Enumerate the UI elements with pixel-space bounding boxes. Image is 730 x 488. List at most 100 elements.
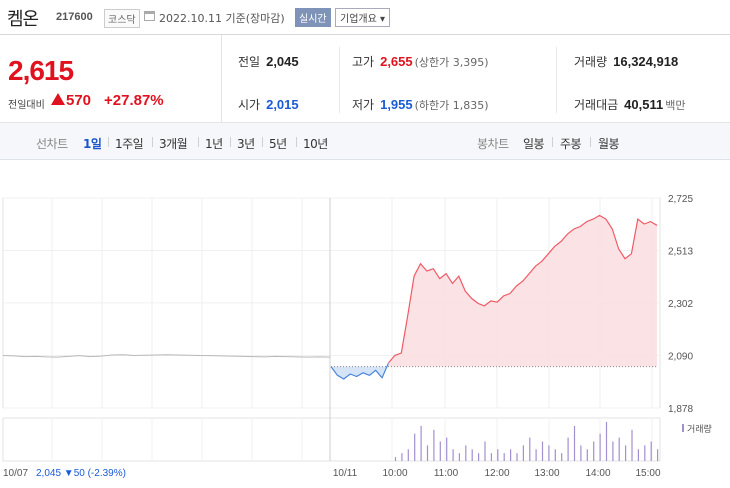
down-line — [330, 362, 390, 380]
candle-tab-week[interactable]: 주봉 — [560, 137, 582, 151]
y-tick-label: 2,302 — [668, 299, 693, 310]
volume-bar — [503, 453, 505, 461]
low-value: 1,955 — [380, 97, 413, 112]
realtime-button[interactable]: 실시간 — [295, 8, 331, 27]
up-line — [388, 214, 658, 364]
volume-bar — [618, 437, 620, 461]
high-stat: 고가 2,655 (상한가 3,395) — [352, 53, 489, 70]
tab-separator — [108, 137, 109, 147]
volume-bar — [465, 445, 467, 461]
period-tab-3m[interactable]: 3개월 — [159, 137, 188, 151]
volume-bar — [541, 441, 544, 461]
volume-bar — [420, 425, 422, 461]
candle-tab-month[interactable]: 월봉 — [598, 137, 620, 151]
basis-text: 기준(장마감) — [225, 12, 285, 25]
candle-tab-day[interactable]: 일봉 — [523, 137, 545, 151]
volume-bar — [407, 449, 409, 461]
volume-bar — [471, 449, 473, 461]
volume-frame — [2, 417, 661, 462]
price-chart[interactable]: 2,725 2,513 2,302 2,090 1,878 거래량 10:00 11:00 12… — [0, 160, 730, 488]
candle-chart-label: 봉차트 — [477, 137, 509, 151]
volume-label: 거래량 — [574, 55, 608, 69]
x-tick-label: 12:00 — [484, 468, 509, 479]
volume-bar — [394, 457, 397, 461]
tab-separator — [590, 137, 591, 147]
volume-bar — [650, 441, 652, 461]
current-price: 2,615 — [8, 55, 74, 86]
x-tick-label: 11:00 — [434, 468, 459, 479]
prev-close-label: 전일 — [238, 55, 261, 69]
market-badge: 코스닥 — [104, 9, 140, 28]
price-panel: 2,615 전일대비 570 +27.87% — [0, 35, 222, 123]
volume-bar — [625, 445, 627, 461]
volume-value: 16,324,918 — [613, 54, 679, 69]
volume-bar — [484, 441, 486, 461]
volume-bar — [561, 453, 563, 461]
axis-labels: 2,725 2,513 2,302 2,090 1,878 거래량 10:00 11:00 12… — [3, 194, 712, 479]
volume-bar — [567, 437, 569, 461]
period-tab-1d[interactable]: 1일 — [83, 137, 102, 151]
volume-bar — [478, 453, 480, 461]
divider — [556, 47, 557, 113]
volume-legend-label: 거래량 — [687, 423, 712, 435]
down-area — [331, 362, 389, 379]
volume-bar — [433, 429, 435, 461]
stock-header: 켐온 217600 코스닥 2022.10.11 기준(장마감) 실시간 기업개… — [0, 0, 730, 34]
volume-bar — [631, 429, 633, 461]
volume-bar — [637, 449, 639, 461]
change-label: 전일대비 — [8, 100, 45, 111]
upper-limit: (상한가 3,395) — [414, 56, 489, 69]
volume-bar — [644, 445, 646, 461]
stock-code: 217600 — [56, 11, 93, 23]
volume-bar — [446, 437, 448, 461]
volume-bar — [414, 433, 416, 461]
volume-bar — [612, 441, 614, 461]
calendar-icon — [144, 11, 155, 21]
high-label: 고가 — [352, 55, 375, 69]
volume-bar — [573, 425, 576, 461]
period-tab-3y[interactable]: 3년 — [237, 137, 255, 151]
line-chart-label: 선차트 — [36, 137, 68, 151]
tab-separator — [296, 137, 297, 147]
volume-bar — [548, 445, 550, 461]
volume-bar — [580, 445, 582, 461]
open-stat: 시가 2,015 — [238, 96, 299, 113]
tab-separator — [198, 137, 199, 147]
open-label: 시가 — [238, 98, 261, 112]
volume-bar — [439, 441, 441, 461]
volume-bar — [586, 449, 588, 461]
up-area — [388, 215, 657, 367]
change-percent: +27.87% — [104, 92, 164, 109]
period-tab-5y[interactable]: 5년 — [269, 137, 287, 151]
trade-value-stat: 거래대금 40,511 백만 — [574, 96, 685, 113]
prev-day-line — [2, 354, 331, 358]
volume-bar — [497, 449, 499, 461]
change-value: 570 — [66, 92, 92, 109]
tab-separator — [552, 137, 553, 147]
volume-bars — [394, 422, 659, 461]
volume-bar — [490, 453, 492, 461]
stock-name: 켐온 — [7, 9, 39, 30]
trade-value-label: 거래대금 — [574, 98, 619, 112]
tab-separator — [262, 137, 263, 147]
y-tick-label: 1,878 — [668, 404, 693, 415]
x-tick-label: 13:00 — [534, 468, 559, 479]
tab-separator — [152, 137, 153, 147]
volume-bar — [599, 433, 601, 461]
prev-close-stat: 전일 2,045 — [238, 53, 299, 70]
volume-bar — [510, 449, 512, 461]
basis-date: 2022.10.11 기준(장마감) — [159, 10, 285, 26]
up-triangle-icon — [51, 93, 65, 105]
volume-bar — [529, 437, 531, 461]
volume-bar — [522, 445, 524, 461]
period-tab-1w[interactable]: 1주일 — [115, 137, 144, 151]
company-info-dropdown[interactable]: 기업개요 ▾ — [335, 8, 390, 27]
volume-stat: 거래량 16,324,918 — [574, 53, 678, 70]
y-tick-label: 2,513 — [668, 247, 693, 258]
price-area — [2, 214, 658, 380]
x-tick-label: 14:00 — [585, 468, 610, 479]
low-stat: 저가 1,955 (하한가 1,835) — [352, 96, 489, 113]
chart-toolbar: 선차트 1일 1주일 3개월 1년 3년 5년 10년 봉차트 일봉 주봉 월봉 — [0, 123, 730, 160]
period-tab-10y[interactable]: 10년 — [303, 137, 328, 151]
period-tab-1y[interactable]: 1년 — [205, 137, 223, 151]
